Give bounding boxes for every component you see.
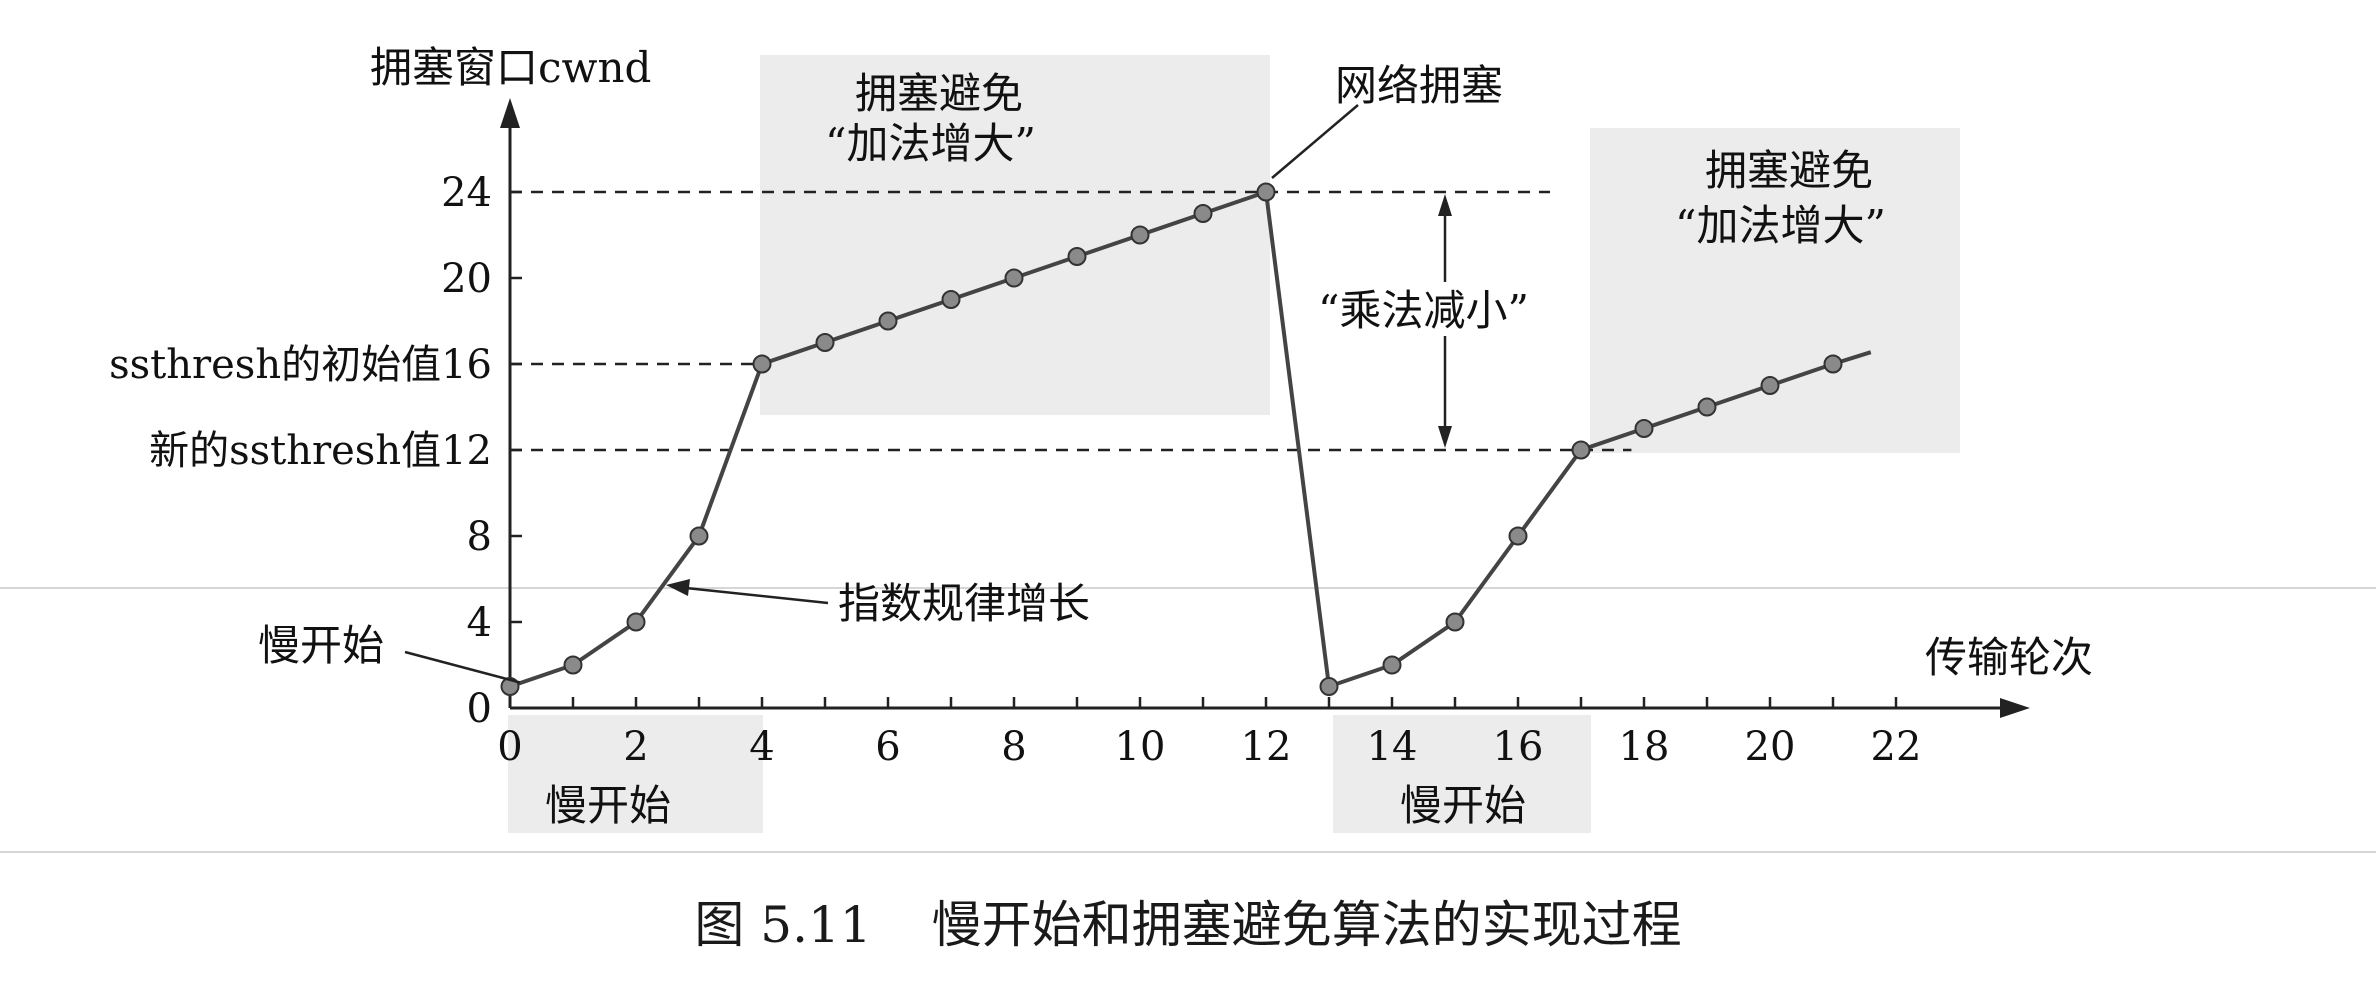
- x-axis-title: 传输轮次: [1925, 633, 2093, 682]
- y-tick-label: 24: [441, 170, 492, 216]
- data-point: [689, 526, 709, 546]
- figure-caption: 图 5.11 慢开始和拥塞避免算法的实现过程: [0, 885, 2376, 957]
- data-point: [815, 333, 835, 352]
- data-point: [1130, 225, 1150, 245]
- ca1-label-line2: “加法增大”: [825, 119, 1036, 168]
- exp-growth-leader: [685, 586, 829, 605]
- data-point: [626, 612, 646, 632]
- y-tick-label: 8: [467, 514, 492, 560]
- x-tick-label: 4: [749, 724, 774, 770]
- x-tick-label: 12: [1241, 724, 1292, 770]
- zone-congestion-avoidance-2: [1590, 128, 1960, 453]
- data-point: [1508, 526, 1528, 546]
- congestion-label: 网络拥塞: [1335, 61, 1503, 110]
- exp-growth-arrowhead: [666, 579, 690, 596]
- y-tick-label: 20: [441, 256, 492, 302]
- slow-start-left-label: 慢开始: [258, 621, 384, 670]
- y-tick-label-threshold: ssthresh的初始值16: [109, 342, 492, 388]
- data-point: [1571, 440, 1591, 460]
- x-axis-arrowhead: [2000, 698, 2030, 718]
- data-point: [1382, 655, 1402, 675]
- zone-slow-start-2: [1333, 715, 1591, 833]
- x-tick-label: 14: [1367, 724, 1418, 770]
- x-tick-label: 16: [1493, 724, 1544, 770]
- x-tick-label: 0: [497, 724, 522, 770]
- data-point: [563, 655, 583, 675]
- x-tick-label: 22: [1871, 724, 1922, 770]
- figure-title: 慢开始和拥塞避免算法的实现过程: [931, 896, 1682, 954]
- x-tick-label: 8: [1001, 724, 1026, 770]
- data-point: [941, 290, 961, 309]
- md-arrowhead-up: [1438, 194, 1452, 216]
- exponential-growth-label: 指数规律增长: [838, 579, 1090, 628]
- y-tick-label: 0: [467, 686, 492, 732]
- y-tick-label: 4: [467, 600, 492, 646]
- y-axis-arrowhead: [500, 98, 520, 128]
- slow-start-label-1: 慢开始: [545, 781, 671, 830]
- x-tick-label: 2: [623, 724, 648, 770]
- multiplicative-decrease-label: “乘法减小”: [1318, 286, 1529, 335]
- data-point: [1823, 354, 1843, 374]
- slow-start-leader: [404, 650, 521, 684]
- md-arrowhead-down: [1438, 426, 1452, 448]
- ca1-label-line1: 拥塞避免: [855, 69, 1023, 118]
- data-point: [1193, 204, 1213, 223]
- data-point: [1256, 182, 1276, 202]
- x-tick-label: 18: [1619, 724, 1670, 770]
- y-axis-title: 拥塞窗口cwnd: [370, 43, 651, 92]
- zone-congestion-avoidance-1: [760, 55, 1270, 415]
- y-tick-label-threshold: 新的ssthresh值12: [149, 428, 492, 474]
- x-tick-label: 6: [875, 724, 900, 770]
- data-point: [1319, 677, 1339, 696]
- x-tick-label: 20: [1745, 724, 1796, 770]
- figure-number: 图 5.11: [694, 896, 872, 954]
- slow-start-label-2: 慢开始: [1400, 781, 1526, 830]
- data-point: [1067, 247, 1087, 266]
- data-point: [1445, 612, 1465, 632]
- zone-slow-start-1: [508, 715, 763, 833]
- congestion-leader: [1271, 104, 1359, 179]
- data-point: [752, 354, 772, 374]
- x-tick-label: 10: [1115, 724, 1166, 770]
- data-point: [1004, 268, 1024, 288]
- data-point: [1634, 419, 1654, 438]
- ca2-label-line1: 拥塞避免: [1705, 146, 1873, 195]
- data-point: [1697, 397, 1717, 417]
- data-point: [1760, 376, 1780, 395]
- ca2-label-line2: “加法增大”: [1675, 201, 1886, 250]
- data-point: [878, 311, 898, 331]
